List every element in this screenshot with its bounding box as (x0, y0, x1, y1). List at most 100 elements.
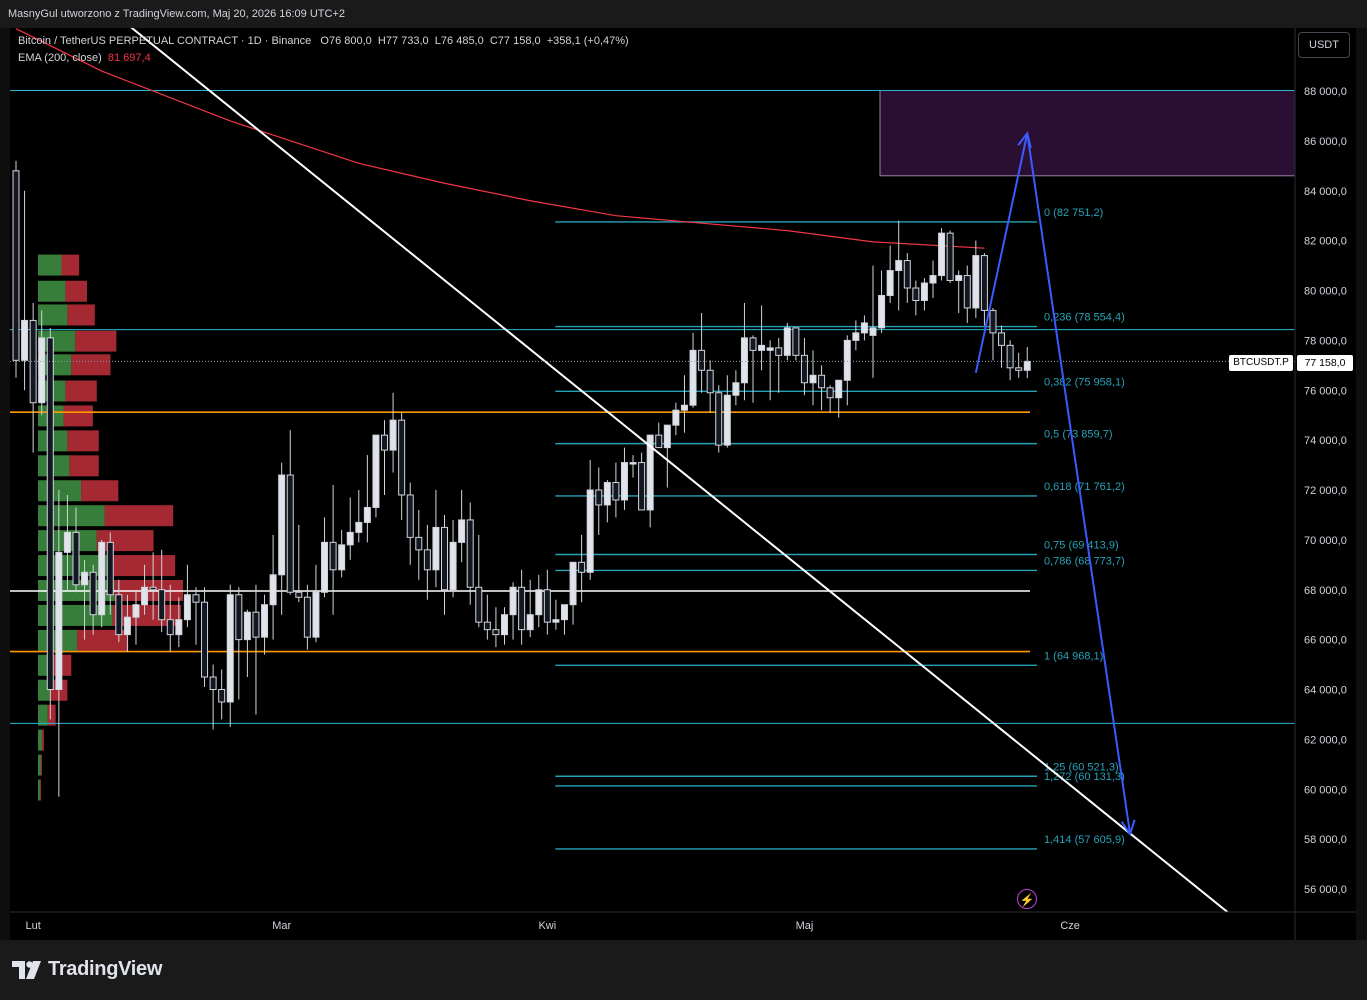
candle-bull (509, 586, 517, 616)
candle-bull (535, 589, 543, 616)
volume-profile-down-bar (104, 505, 174, 527)
candle-bull (63, 531, 71, 553)
price-axis-tick: 56 000,0 (1304, 884, 1347, 896)
candle-bear (381, 434, 389, 451)
candle-bear (441, 526, 448, 591)
symbol-title: Bitcoin / TetherUS PERPETUAL CONTRACT · … (18, 35, 312, 47)
chart-frame[interactable] (10, 28, 1356, 940)
candle-bull (338, 544, 346, 571)
tradingview-mark-icon (12, 960, 41, 979)
candle-bear (826, 387, 834, 399)
candle-bear (252, 611, 260, 638)
candle-bull (449, 541, 457, 591)
candle-bear (475, 586, 483, 623)
candle-bull (500, 614, 508, 636)
ohlc-high: H77 733,0 (377, 35, 429, 47)
volume-profile-down-bar (96, 530, 154, 552)
volume-profile-up-bar (38, 254, 62, 276)
candle-bear (329, 541, 337, 571)
candle-bear (698, 349, 706, 371)
candle-bear (201, 601, 209, 678)
candle-bear (612, 482, 620, 501)
volume-profile-down-bar (39, 779, 41, 801)
lightning-icon[interactable]: ⚡ (1017, 889, 1037, 909)
candle-bear (295, 591, 303, 598)
price-axis-tick: 78 000,0 (1304, 335, 1347, 347)
candle-bear (466, 519, 474, 588)
candle-bear (12, 170, 20, 361)
candle-bull (552, 619, 560, 623)
top-bar: MasnyGul utworzono z TradingView.com, Ma… (0, 0, 1367, 28)
candle-bull (1023, 360, 1031, 371)
fib-level-label: 0,618 (71 761,2) (1044, 481, 1125, 493)
volume-profile-down-bar (67, 430, 99, 452)
candle-bull (860, 322, 868, 334)
volume-profile-up-bar (38, 754, 41, 776)
candle-bull (835, 379, 843, 399)
volume-profile-down-bar (65, 280, 87, 302)
candle-bear (980, 255, 988, 311)
ohlc-open: O76 800,0 (320, 35, 372, 47)
volume-profile-down-bar (63, 405, 93, 427)
candle-bear (638, 462, 646, 511)
fib-level-label: 0,236 (78 554,4) (1044, 312, 1125, 324)
price-axis-tick: 84 000,0 (1304, 186, 1347, 198)
candle-bull (123, 616, 131, 636)
volume-profile-up-bar (38, 704, 48, 726)
ema-legend[interactable]: EMA (200, close) 81 697,4 (18, 52, 151, 64)
volume-profile-down-bar (110, 555, 176, 577)
volume-profile-up-bar (38, 480, 82, 502)
price-chart[interactable]: 0 (82 751,2) 0,236 (78 554,4) 0,382 (75 95… (0, 0, 1367, 940)
volume-profile-down-bar (47, 704, 56, 726)
volume-profile-down-bar (41, 729, 44, 751)
candle-bull (261, 604, 269, 638)
last-price-symbol-tag: BTCUSDT.P (1229, 355, 1293, 371)
fib-level-label: 0 (82 751,2) (1044, 207, 1103, 219)
candle-bull (689, 349, 697, 406)
candle-bull (878, 294, 886, 329)
candle-bull (312, 591, 320, 638)
candle-bull (569, 561, 577, 606)
currency-button[interactable]: USDT (1298, 32, 1350, 58)
volume-profile-down-bar (67, 304, 95, 326)
volume-profile-up-bar (38, 679, 50, 701)
candle-bear (989, 309, 997, 334)
candle-bull (389, 419, 397, 451)
candle-bull (646, 434, 654, 511)
candle-bull (852, 332, 860, 341)
volume-profile-up-bar (38, 729, 42, 751)
candle-bull (895, 260, 903, 272)
candle-bull (346, 531, 354, 546)
price-axis-tick: 74 000,0 (1304, 435, 1347, 447)
candle-bear (578, 561, 586, 573)
candle-bull (278, 474, 286, 576)
candle-bull (560, 604, 568, 621)
candle-bull (355, 521, 363, 533)
ohlc-change: +358,1 (+0,47%) (546, 35, 629, 47)
time-axis-tick: Lut (25, 920, 40, 932)
candle-bull (269, 574, 277, 606)
volume-profile-up-bar (38, 354, 72, 376)
price-axis-tick: 76 000,0 (1304, 385, 1347, 397)
candle-bear (149, 586, 157, 591)
candle-bull (321, 541, 329, 593)
candle-bull (81, 571, 89, 586)
candle-bull (372, 434, 380, 508)
ohlc-close: C77 158,0 (489, 35, 541, 47)
fib-level-label: 1 (64 968,1) (1044, 650, 1103, 662)
candle-bear (543, 589, 551, 623)
candle-bull (603, 482, 611, 506)
candle-bear (106, 541, 114, 596)
time-axis-tick: Kwi (538, 920, 556, 932)
candle-bear (706, 369, 714, 394)
fib-level-label: 1,25 (60 521,3) (1044, 761, 1119, 773)
candle-bear (655, 434, 663, 449)
bottom-bar (0, 940, 1367, 1000)
price-axis-tick: 82 000,0 (1304, 236, 1347, 248)
volume-profile-down-bar (71, 354, 111, 376)
candle-bull (243, 611, 251, 641)
volume-profile-up-bar (38, 505, 105, 527)
volume-profile-up-bar (38, 304, 68, 326)
candle-bull (98, 541, 106, 616)
volume-profile-down-bar (65, 380, 97, 402)
